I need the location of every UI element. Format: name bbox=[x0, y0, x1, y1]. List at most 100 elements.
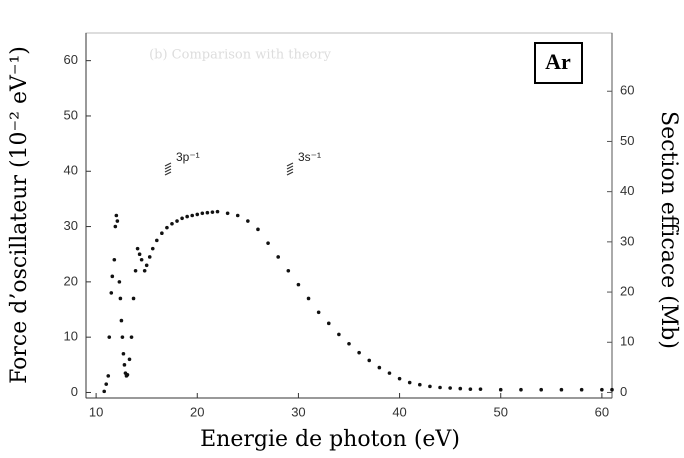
data-point bbox=[155, 238, 159, 243]
y-tick-label: 0 bbox=[71, 384, 78, 399]
threshold-mark bbox=[164, 162, 172, 167]
data-point bbox=[119, 318, 124, 323]
data-point bbox=[160, 231, 164, 235]
data-point bbox=[185, 214, 189, 219]
data-point bbox=[106, 374, 111, 378]
y-tick-label: 10 bbox=[64, 329, 78, 344]
data-point bbox=[144, 263, 149, 268]
data-point bbox=[115, 219, 120, 223]
inset-label: Ar bbox=[545, 49, 571, 74]
x-axis-label: Energie de photon (eV) bbox=[200, 427, 460, 452]
data-point bbox=[110, 274, 115, 279]
data-point bbox=[367, 358, 372, 363]
threshold-mark bbox=[164, 165, 172, 170]
data-point bbox=[205, 210, 210, 215]
data-point bbox=[200, 211, 205, 216]
data-point bbox=[170, 221, 174, 226]
data-point bbox=[397, 376, 402, 381]
y2-tick-label: 30 bbox=[620, 233, 634, 248]
data-point bbox=[129, 335, 134, 339]
data-point bbox=[120, 335, 125, 339]
threshold-mark bbox=[286, 168, 294, 173]
x-tick-label: 10 bbox=[89, 404, 103, 419]
data-point bbox=[438, 385, 442, 390]
data-point bbox=[246, 219, 250, 223]
threshold-mark bbox=[164, 168, 172, 173]
data-point bbox=[190, 213, 195, 218]
x-tick-label: 40 bbox=[392, 404, 406, 419]
y2-axis-label: Section efficace (Mb) bbox=[656, 111, 681, 349]
data-point bbox=[225, 211, 230, 216]
x-tick-label: 50 bbox=[493, 404, 507, 419]
data-point bbox=[428, 384, 432, 389]
threshold-mark bbox=[286, 162, 294, 167]
data-point bbox=[121, 351, 126, 356]
data-point bbox=[127, 357, 132, 362]
data-point bbox=[478, 387, 483, 391]
data-point bbox=[180, 216, 184, 221]
data-point bbox=[125, 372, 130, 377]
threshold-mark bbox=[286, 165, 294, 170]
data-point bbox=[195, 212, 200, 217]
data-point bbox=[296, 282, 301, 287]
y-tick-label: 50 bbox=[64, 107, 78, 122]
chart-title: (b) Comparison with theory bbox=[149, 48, 331, 63]
y2-tick-label: 10 bbox=[620, 334, 634, 349]
data-point bbox=[112, 257, 117, 262]
data-point bbox=[104, 382, 109, 386]
annotation: 3p⁻¹ bbox=[176, 150, 200, 164]
data-point bbox=[448, 386, 452, 390]
data-point bbox=[139, 257, 144, 262]
y-tick-label: 40 bbox=[64, 163, 78, 178]
data-point bbox=[135, 246, 140, 251]
data-point bbox=[276, 255, 280, 259]
data-point bbox=[142, 269, 147, 273]
data-point bbox=[306, 296, 311, 301]
data-point bbox=[210, 210, 215, 214]
data-point bbox=[418, 382, 422, 387]
data-point bbox=[114, 213, 119, 218]
inset-box bbox=[534, 42, 583, 84]
data-point bbox=[600, 387, 604, 392]
data-point bbox=[133, 269, 138, 273]
data-point bbox=[458, 386, 463, 391]
x-tick-label: 30 bbox=[291, 404, 305, 419]
data-point bbox=[579, 387, 584, 392]
data-point bbox=[131, 296, 136, 301]
data-point bbox=[235, 213, 240, 218]
data-point bbox=[337, 332, 341, 337]
data-point bbox=[347, 342, 351, 346]
data-point bbox=[407, 380, 412, 385]
y-axis-label: Force d’oscillateur (10⁻² eV⁻¹) bbox=[7, 46, 32, 384]
y-tick-label: 30 bbox=[64, 218, 78, 233]
data-point bbox=[117, 280, 122, 284]
data-point bbox=[147, 255, 152, 259]
data-point bbox=[326, 321, 331, 326]
data-point bbox=[387, 371, 392, 375]
data-point bbox=[559, 387, 564, 392]
data-point bbox=[316, 310, 321, 315]
data-point bbox=[256, 227, 260, 232]
data-point bbox=[122, 363, 127, 367]
data-point bbox=[165, 225, 169, 230]
data-point bbox=[610, 387, 614, 392]
data-point bbox=[215, 209, 220, 214]
data-point bbox=[519, 387, 523, 392]
y2-tick-label: 50 bbox=[620, 133, 634, 148]
y-tick-label: 60 bbox=[64, 52, 78, 67]
data-point bbox=[113, 224, 118, 229]
data-point bbox=[498, 387, 503, 392]
data-point bbox=[109, 291, 114, 295]
x-tick-label: 60 bbox=[595, 404, 609, 419]
data-point bbox=[286, 269, 291, 273]
y2-tick-label: 60 bbox=[620, 83, 634, 98]
y2-tick-label: 40 bbox=[620, 183, 634, 198]
annotation: 3s⁻¹ bbox=[298, 150, 321, 164]
data-point bbox=[377, 365, 382, 370]
data-point bbox=[150, 246, 155, 251]
y2-tick-label: 0 bbox=[620, 384, 627, 399]
data-point bbox=[137, 252, 142, 257]
data-point bbox=[107, 335, 112, 339]
threshold-mark bbox=[164, 171, 172, 176]
